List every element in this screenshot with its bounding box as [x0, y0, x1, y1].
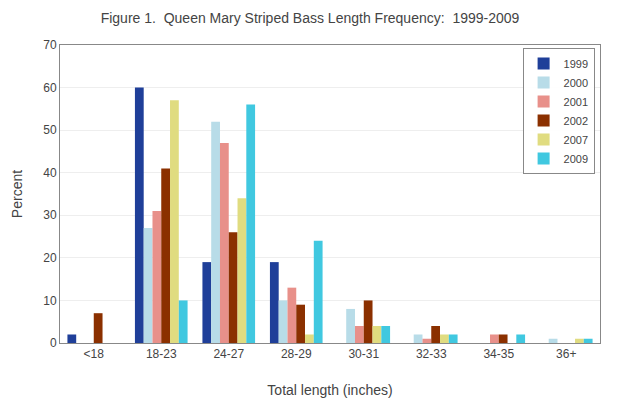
svg-text:30-31: 30-31 [348, 347, 379, 361]
svg-text:2009: 2009 [564, 153, 588, 165]
svg-text:2007: 2007 [564, 134, 588, 146]
svg-text:60: 60 [43, 81, 57, 95]
svg-text:34-35: 34-35 [483, 347, 514, 361]
svg-text:28-29: 28-29 [281, 347, 312, 361]
svg-text:30: 30 [43, 208, 57, 222]
svg-text:20: 20 [43, 251, 57, 265]
svg-text:50: 50 [43, 123, 57, 137]
svg-text:2001: 2001 [564, 96, 588, 108]
svg-text:24-27: 24-27 [213, 347, 244, 361]
svg-text:<18: <18 [84, 347, 105, 361]
svg-text:32-33: 32-33 [416, 347, 447, 361]
svg-text:2000: 2000 [564, 77, 588, 89]
svg-text:18-23: 18-23 [146, 347, 177, 361]
svg-text:2002: 2002 [564, 115, 588, 127]
svg-text:70: 70 [43, 38, 57, 52]
svg-text:40: 40 [43, 166, 57, 180]
svg-text:Percent: Percent [9, 170, 25, 218]
svg-text:1999: 1999 [564, 58, 588, 70]
svg-text:Figure 1. Queen Mary Striped: Figure 1. Queen Mary Striped Bass Length… [101, 10, 520, 26]
svg-text:0: 0 [50, 336, 57, 350]
svg-text:10: 10 [43, 294, 57, 308]
svg-text:Total length (inches): Total length (inches) [267, 382, 392, 398]
svg-text:36+: 36+ [556, 347, 576, 361]
